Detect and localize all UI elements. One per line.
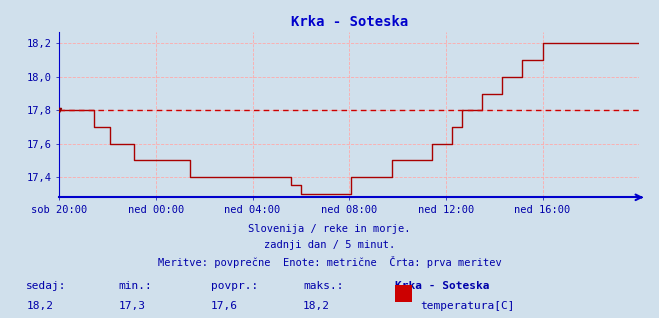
Text: temperatura[C]: temperatura[C] (420, 301, 515, 310)
Text: 18,2: 18,2 (303, 301, 330, 310)
Text: 17,6: 17,6 (211, 301, 238, 310)
Text: min.:: min.: (119, 281, 152, 291)
Text: maks.:: maks.: (303, 281, 343, 291)
Text: Krka - Soteska: Krka - Soteska (395, 281, 490, 291)
Text: sedaj:: sedaj: (26, 281, 67, 291)
Text: Meritve: povprečne  Enote: metrične  Črta: prva meritev: Meritve: povprečne Enote: metrične Črta:… (158, 256, 501, 268)
Text: 18,2: 18,2 (26, 301, 53, 310)
Text: 17,3: 17,3 (119, 301, 146, 310)
Text: povpr.:: povpr.: (211, 281, 258, 291)
Text: zadnji dan / 5 minut.: zadnji dan / 5 minut. (264, 240, 395, 250)
Title: Krka - Soteska: Krka - Soteska (291, 15, 408, 29)
Text: Slovenija / reke in morje.: Slovenija / reke in morje. (248, 224, 411, 234)
